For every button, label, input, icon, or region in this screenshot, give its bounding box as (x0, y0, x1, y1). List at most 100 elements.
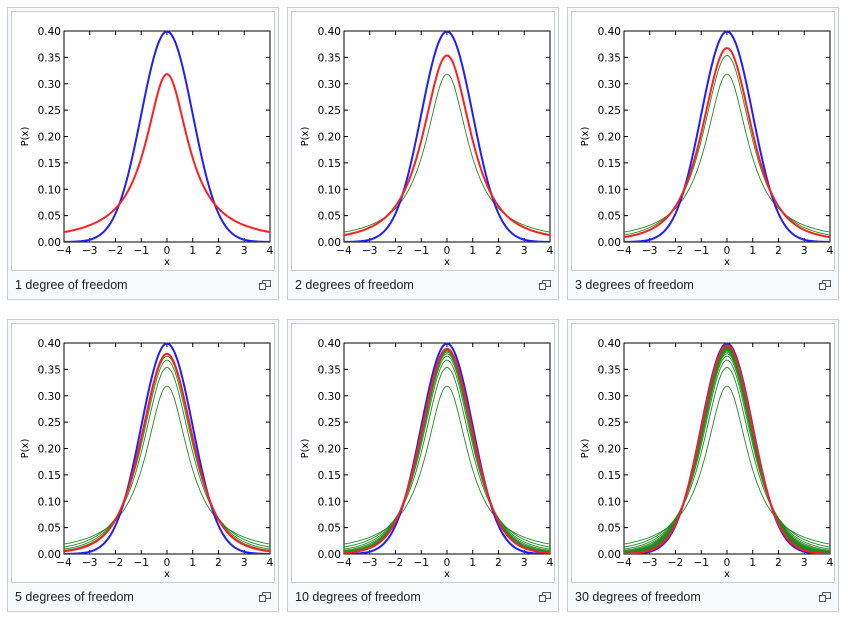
figure-image-link[interactable]: 0.00 0.05 0.10 0.15 0.20 0.25 0.30 0.35 0.40 −4 −3… (11, 11, 275, 271)
enlarge-icon[interactable] (819, 592, 831, 602)
y-tick-label: 0.00 (318, 237, 341, 249)
figure-card-df2: 0.00 0.05 0.10 0.15 0.20 0.25 0.30 0.35 0.40 −4 −3… (287, 7, 559, 300)
x-tick-label: −2 (108, 245, 123, 257)
x-axis-label: x (164, 569, 170, 580)
series-t-df2-line (624, 367, 830, 548)
x-tick-label: 2 (215, 245, 222, 257)
series-normal-line (344, 342, 550, 554)
x-tick-label: −4 (336, 245, 352, 257)
figure-card-df3: 0.00 0.05 0.10 0.15 0.20 0.25 0.30 0.35 0.40 −4 −3… (567, 7, 839, 300)
x-tick-label: 1 (189, 245, 196, 257)
x-tick-label: −4 (56, 557, 72, 569)
x-tick-label: 2 (495, 557, 502, 569)
y-tick-label: 0.15 (38, 158, 61, 170)
t-distribution-chart: 0.00 0.05 0.10 0.15 0.20 0.25 0.30 0.35 0.40 −4 −3… (300, 338, 554, 580)
y-axis-label: P(x) (300, 127, 311, 147)
enlarge-icon[interactable] (259, 592, 271, 602)
x-tick-label: −3 (642, 245, 657, 257)
x-tick-label: −3 (82, 557, 97, 569)
series-t-df2-line (344, 54, 550, 237)
series-t-df30-line (624, 344, 830, 554)
x-tick-label: −2 (388, 557, 403, 569)
series-t-df1-line (624, 73, 830, 233)
x-tick-label: 3 (801, 245, 808, 257)
y-tick-label: 0.15 (318, 158, 341, 170)
y-tick-label: 0.00 (38, 549, 61, 561)
y-tick-label: 0.05 (38, 523, 61, 535)
series-t-df4-line (344, 355, 550, 551)
x-axis-label: x (724, 569, 730, 580)
x-tick-label: 2 (775, 245, 782, 257)
series-t-df7-line (624, 350, 830, 553)
y-tick-label: 0.00 (38, 237, 61, 249)
x-tick-label: 1 (749, 245, 756, 257)
y-tick-label: 0.25 (38, 417, 61, 429)
x-tick-label: 0 (164, 557, 171, 569)
enlarge-icon[interactable] (819, 280, 831, 290)
y-tick-label: 0.30 (598, 391, 621, 403)
series-t-df3-line (64, 359, 270, 550)
x-axis-label: x (444, 569, 450, 580)
y-axis-label: P(x) (20, 439, 31, 459)
y-axis-label: P(x) (580, 439, 591, 459)
figure-image-link[interactable]: 0.00 0.05 0.10 0.15 0.20 0.25 0.30 0.35 0.40 −4 −3… (291, 11, 555, 271)
plot-frame (623, 342, 831, 555)
y-tick-label: 0.20 (318, 132, 341, 144)
y-tick-label: 0.30 (318, 391, 341, 403)
series-t-df2-line (344, 367, 550, 548)
figure-image-link[interactable]: 0.00 0.05 0.10 0.15 0.20 0.25 0.30 0.35 0.40 −4 −3… (291, 323, 555, 583)
x-tick-label: −4 (616, 557, 632, 569)
y-tick-label: 0.25 (318, 417, 341, 429)
x-tick-label: 0 (164, 245, 171, 257)
figure-image-link[interactable]: 0.00 0.05 0.10 0.15 0.20 0.25 0.30 0.35 0.40 −4 −3… (571, 323, 835, 583)
series-normal-line (64, 342, 270, 554)
series-t-df1-line (64, 73, 270, 234)
y-tick-label: 0.40 (38, 338, 61, 350)
figure-caption: 2 degrees of freedom (295, 278, 414, 292)
y-tick-label: 0.05 (598, 211, 621, 223)
y-tick-label: 0.10 (318, 184, 341, 196)
y-tick-label: 0.35 (318, 364, 341, 376)
x-tick-label: 4 (267, 557, 274, 569)
y-tick-label: 0.20 (318, 444, 341, 456)
y-axis-label: P(x) (300, 439, 311, 459)
y-tick-label: 0.35 (38, 364, 61, 376)
y-tick-label: 0.20 (598, 444, 621, 456)
figure-caption: 5 degrees of freedom (15, 590, 134, 604)
series-t-df6-line (624, 351, 830, 553)
x-tick-label: −1 (414, 557, 429, 569)
x-tick-label: 0 (444, 557, 451, 569)
series-t-df6-line (344, 351, 550, 553)
series-t-df2-line (624, 55, 830, 236)
series-t-df10-line (344, 347, 550, 554)
series-normal-line (64, 30, 270, 242)
x-tick-label: −2 (668, 245, 683, 257)
series-t-df1-line (624, 385, 830, 545)
series-t-df3-line (624, 359, 830, 550)
enlarge-icon[interactable] (539, 280, 551, 290)
y-tick-label: 0.10 (38, 496, 61, 508)
x-tick-label: 1 (469, 245, 476, 257)
x-tick-label: −3 (642, 557, 657, 569)
series-t-df3-line (344, 359, 550, 550)
series-normal-line (344, 30, 550, 242)
figure-caption: 30 degrees of freedom (575, 590, 701, 604)
y-tick-label: 0.00 (598, 549, 621, 561)
y-tick-label: 0.05 (318, 523, 341, 535)
figure-image-link[interactable]: 0.00 0.05 0.10 0.15 0.20 0.25 0.30 0.35 0.40 −4 −3… (571, 11, 835, 271)
x-tick-label: 3 (241, 245, 248, 257)
series-t-df5-line (624, 353, 830, 552)
x-tick-label: 2 (495, 245, 502, 257)
figure-image-link[interactable]: 0.00 0.05 0.10 0.15 0.20 0.25 0.30 0.35 0.40 −4 −3… (11, 323, 275, 583)
enlarge-icon[interactable] (539, 592, 551, 602)
figure-card-df10: 0.00 0.05 0.10 0.15 0.20 0.25 0.30 0.35 0.40 −4 −3… (287, 319, 559, 612)
y-tick-label: 0.20 (38, 132, 61, 144)
enlarge-icon[interactable] (259, 280, 271, 290)
x-tick-label: −2 (388, 245, 403, 257)
y-tick-label: 0.25 (318, 105, 341, 117)
y-tick-label: 0.00 (598, 237, 621, 249)
plot-frame (343, 342, 551, 555)
series-normal-line (624, 30, 830, 242)
series-t-df1-line (344, 73, 550, 233)
t-distribution-chart: 0.00 0.05 0.10 0.15 0.20 0.25 0.30 0.35 0.40 −4 −3… (20, 338, 274, 580)
